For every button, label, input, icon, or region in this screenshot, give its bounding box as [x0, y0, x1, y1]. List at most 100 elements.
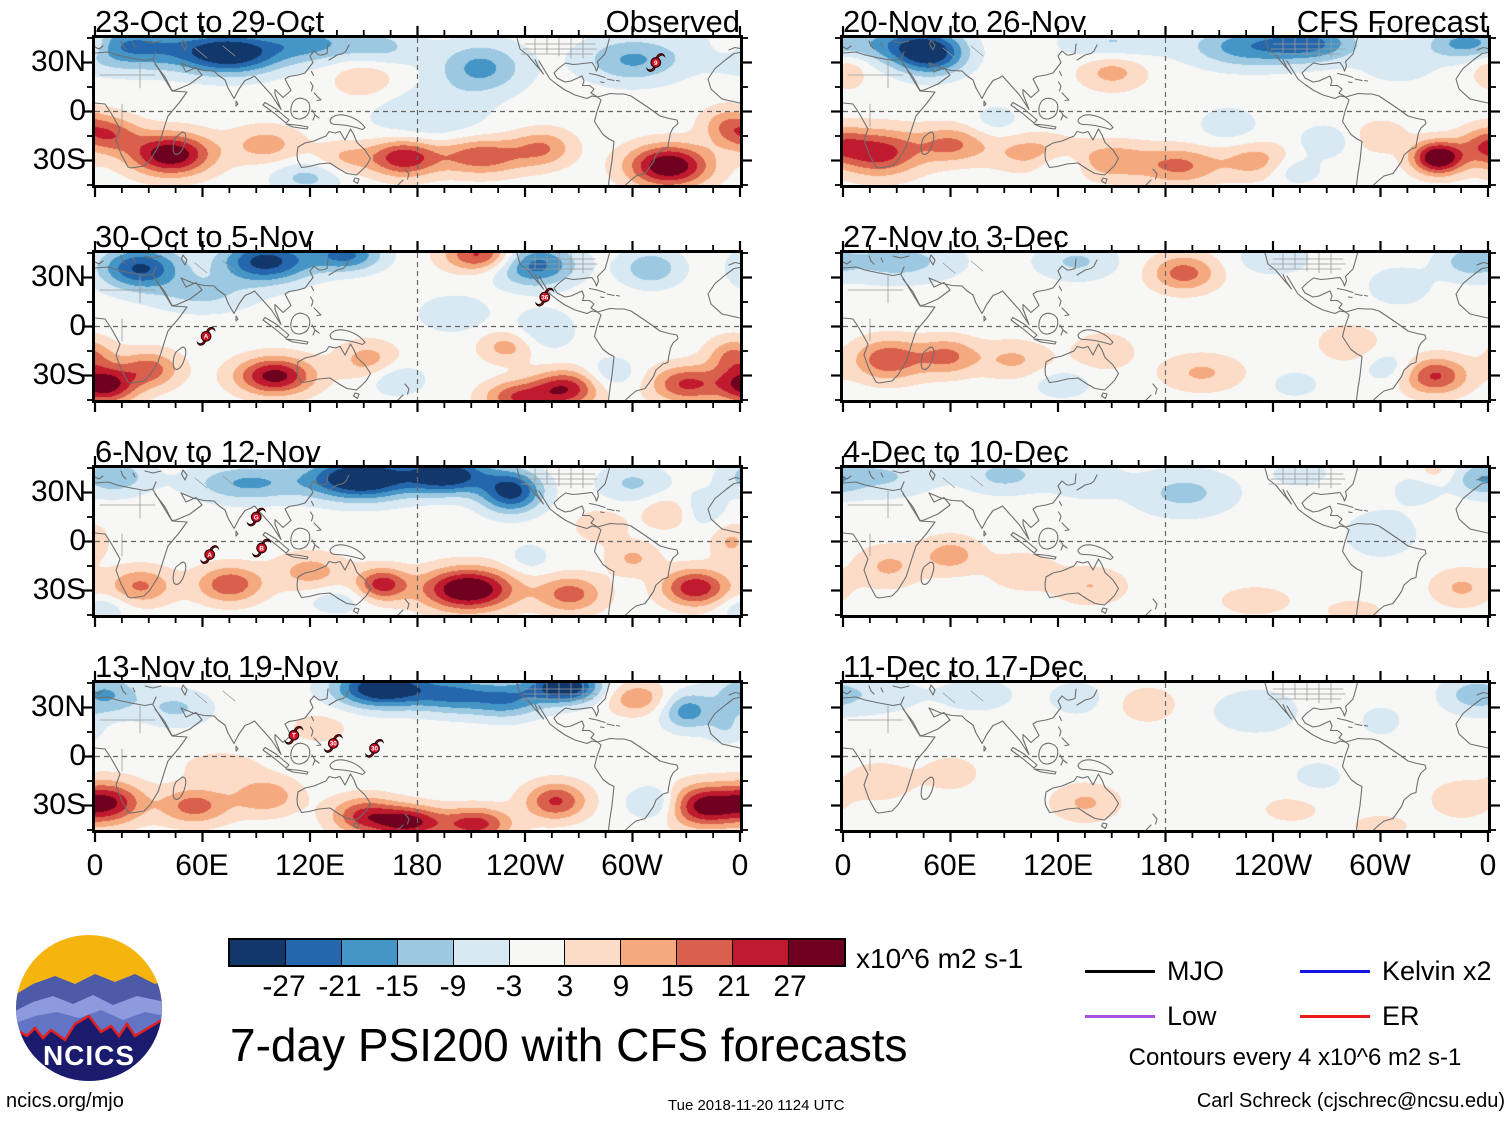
x-tick: 0 — [731, 849, 749, 882]
y-tick-30s: 30S — [32, 143, 86, 176]
map-observed-week3: G A B — [83, 456, 752, 627]
panel-border — [92, 250, 743, 403]
legend-label: Kelvin x2 — [1382, 956, 1492, 986]
y-tick-30s: 30S — [32, 573, 86, 606]
cyclone-label: T — [292, 733, 296, 740]
legend-label: Low — [1167, 1001, 1217, 1031]
mjo-line — [1085, 970, 1155, 973]
panel-titlebar: 20-Nov to 26-Nov CFS Forecast — [843, 4, 1488, 38]
tropical-cyclone-icon: B — [252, 538, 271, 558]
panel-observed-week1: 23-Oct to 29-Oct Observed 9 — [83, 4, 752, 197]
colorbar — [228, 938, 846, 967]
map-forecast-week1 — [831, 26, 1500, 197]
x-tick: 60E — [923, 849, 977, 882]
figure-title: 7-day PSI200 with CFS forecasts — [230, 1019, 908, 1071]
x-tick: 180 — [1139, 849, 1191, 882]
panel-observed-week4: 13-Nov to 19-Nov T 30 30 — [83, 649, 752, 842]
map-overlay: T 30 30 — [83, 671, 752, 842]
legend-label: ER — [1382, 1001, 1420, 1031]
colorbar-tick: 21 — [717, 970, 751, 1003]
cyclone-label: A — [204, 334, 209, 341]
map-overlay — [831, 26, 1500, 197]
colorbar-segment — [565, 940, 622, 965]
x-tick: 120W — [485, 849, 565, 882]
y-tick-30s: 30S — [32, 788, 86, 821]
tropical-cyclone-icon: A — [196, 326, 216, 346]
panel-border — [840, 680, 1491, 833]
colorbar-segment — [677, 940, 734, 965]
map-forecast-week4 — [831, 671, 1500, 842]
x-tick: 180 — [391, 849, 443, 882]
colorbar-labels: -27 -21 -15 -9 -3 3 9 15 21 27 — [228, 970, 846, 1006]
x-tick: 120W — [1233, 849, 1313, 882]
column-header-observed: Observed — [605, 4, 740, 39]
cyclone-label: G — [254, 514, 259, 521]
footer-timestamp: Tue 2018-11-20 1124 UTC — [668, 1097, 845, 1114]
cyclone-label: 30 — [371, 746, 379, 753]
colorbar-segment — [397, 940, 454, 965]
cyclone-label: 9 — [654, 60, 658, 67]
y-tick-30n: 30N — [30, 690, 86, 723]
map-overlay — [831, 671, 1500, 842]
er-line — [1300, 1015, 1370, 1018]
footer-url: ncics.org/mjo — [6, 1090, 124, 1112]
cyclone-label: 36 — [541, 294, 549, 301]
x-tick: 120E — [1022, 849, 1094, 882]
ncics-logo: NCICS — [16, 935, 162, 1081]
x-tick: 120E — [274, 849, 346, 882]
low-line — [1085, 1015, 1155, 1018]
panel-border — [840, 250, 1491, 403]
colorbar-tick: -3 — [495, 970, 523, 1003]
map-observed-week4: T 30 30 — [83, 671, 752, 842]
panel-border — [840, 35, 1491, 188]
map-forecast-week2 — [831, 241, 1500, 412]
tropical-cyclone-icon: 9 — [646, 53, 665, 72]
panel-border — [92, 465, 743, 618]
wave-legend: MJO Kelvin x2 Low ER Contours every 4 x1… — [1085, 956, 1505, 1072]
colorbar-tick: -15 — [375, 970, 419, 1003]
y-tick-30n: 30N — [30, 475, 86, 508]
colorbar-tick: 9 — [612, 970, 630, 1003]
map-overlay: A 36 — [83, 241, 752, 412]
legend-entry-low: Low — [1085, 1001, 1300, 1032]
colorbar-tick: -27 — [262, 970, 306, 1003]
colorbar-segment — [341, 940, 398, 965]
cyclone-label: 30 — [330, 741, 338, 748]
legend-label: MJO — [1167, 956, 1224, 986]
tropical-cyclone-icon: 30 — [324, 733, 343, 753]
ncics-logo-text: NCICS — [43, 1040, 135, 1071]
y-tick-eq: 0 — [69, 524, 86, 557]
map-overlay: G A B — [83, 456, 752, 627]
x-tick: 60W — [1349, 849, 1411, 882]
tropical-cyclone-icon: G — [247, 507, 266, 527]
panel-titlebar: 23-Oct to 29-Oct Observed — [95, 4, 740, 38]
colorbar-segment — [621, 940, 678, 965]
tropical-cyclone-icon: 36 — [535, 287, 554, 307]
x-tick: 60E — [175, 849, 229, 882]
map-observed-week2: A 36 — [83, 241, 752, 412]
map-overlay — [831, 456, 1500, 627]
x-tick: 0 — [834, 849, 852, 882]
x-tick: 60W — [601, 849, 663, 882]
legend-entry-er: ER — [1300, 1001, 1505, 1032]
tropical-cyclone-icon: 30 — [365, 738, 384, 758]
colorbar-units: x10^6 m2 s-1 — [856, 943, 1024, 974]
column-header-cfs-forecast: CFS Forecast — [1296, 4, 1488, 39]
panel-forecast-week4: 11-Dec to 17-Dec — [831, 649, 1500, 842]
colorbar-tick: -9 — [439, 970, 467, 1003]
colorbar-segment — [733, 940, 790, 965]
panel-forecast-week2: 27-Nov to 3-Dec — [831, 219, 1500, 412]
y-tick-30s: 30S — [32, 358, 86, 391]
panel-title: 13-Nov to 19-Nov — [95, 649, 338, 684]
cyclone-label: B — [259, 545, 264, 552]
contour-note: Contours every 4 x10^6 m2 s-1 — [1128, 1044, 1462, 1071]
cyclone-label: A — [207, 552, 212, 559]
panel-title: 30-Oct to 5-Nov — [95, 219, 314, 254]
panel-border — [92, 680, 743, 833]
y-tick-eq: 0 — [69, 309, 86, 342]
panel-border — [840, 465, 1491, 618]
colorbar-segment — [789, 940, 844, 965]
kelvin-line — [1300, 970, 1370, 973]
